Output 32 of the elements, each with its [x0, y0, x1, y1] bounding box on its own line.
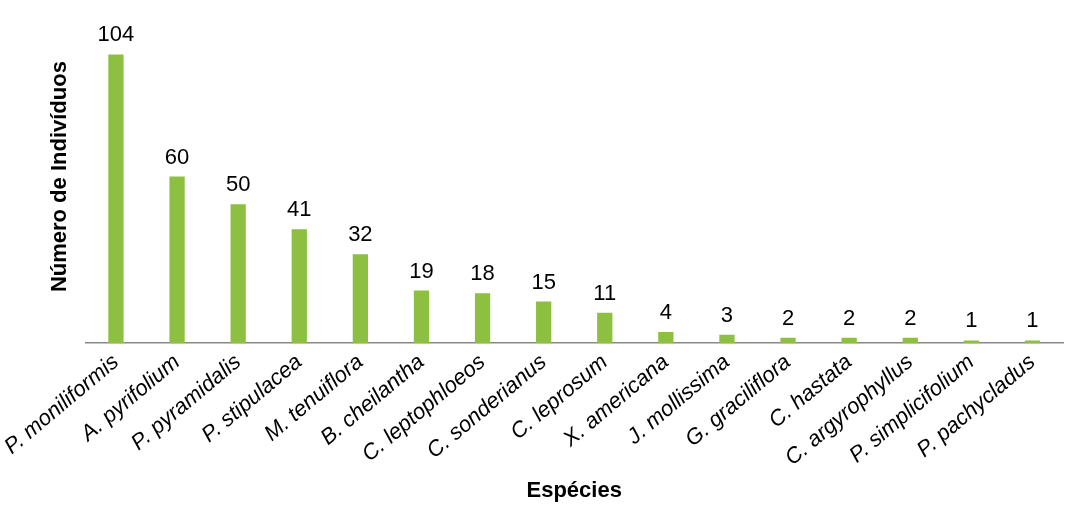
data-label: 1 — [965, 307, 978, 333]
data-label: 19 — [409, 257, 434, 283]
bar — [352, 254, 368, 344]
data-label: 11 — [593, 279, 617, 305]
bar — [780, 337, 796, 344]
bar — [963, 340, 979, 344]
data-label: 18 — [470, 260, 495, 286]
data-label: 15 — [531, 268, 556, 294]
data-label: 60 — [164, 143, 190, 169]
data-label: 3 — [720, 301, 734, 327]
data-label: 32 — [348, 221, 373, 247]
data-label: 2 — [843, 304, 856, 330]
bar — [1024, 340, 1041, 344]
bar — [658, 332, 674, 344]
bar — [719, 334, 735, 344]
data-label: 4 — [659, 299, 672, 325]
bar — [230, 204, 246, 344]
bar — [536, 301, 552, 344]
data-label: 50 — [225, 171, 251, 197]
data-label: 2 — [781, 304, 795, 330]
x-axis-title: Espécies — [526, 476, 622, 502]
data-label: 1 — [1026, 307, 1039, 333]
bar — [597, 312, 613, 344]
bar — [108, 54, 124, 344]
data-label: 2 — [904, 304, 917, 330]
data-label: 104 — [97, 21, 135, 47]
y-axis-title: Número de Indivíduos — [46, 61, 72, 293]
data-label: 41 — [287, 196, 312, 222]
bar — [413, 290, 430, 344]
bar — [169, 176, 185, 344]
bar — [291, 229, 307, 344]
bar — [474, 293, 491, 344]
